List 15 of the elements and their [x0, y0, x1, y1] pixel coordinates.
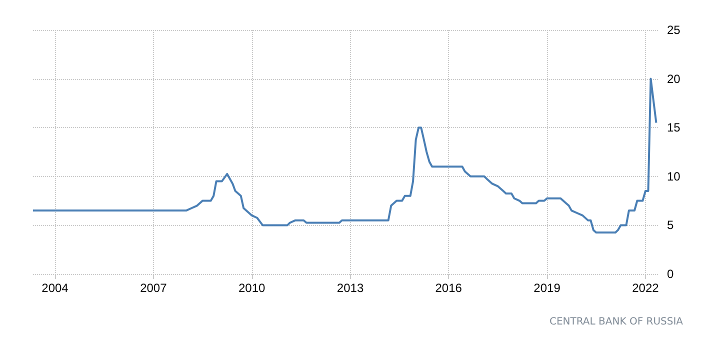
line-series — [32, 78, 658, 234]
y-tick-label: 15 — [667, 120, 681, 135]
y-tick-label: 25 — [667, 23, 681, 37]
y-tick-label: 0 — [667, 267, 674, 281]
x-tick-label: 2007 — [140, 281, 168, 295]
y-tick-label: 20 — [667, 72, 681, 86]
y-tick-label: 5 — [667, 218, 674, 232]
text: CENTRAL BANK OF RUSSIA — [550, 316, 684, 328]
x-tick-label: 2019 — [534, 281, 561, 295]
x-tick-label: 2013 — [336, 281, 364, 295]
x-tick-label: 2016 — [435, 281, 462, 295]
y-tick-label: 10 — [667, 169, 681, 184]
x-tick-label: 2022 — [632, 281, 660, 295]
x-tick-label: 2010 — [238, 281, 266, 295]
x-tick-label: 2004 — [42, 281, 69, 295]
